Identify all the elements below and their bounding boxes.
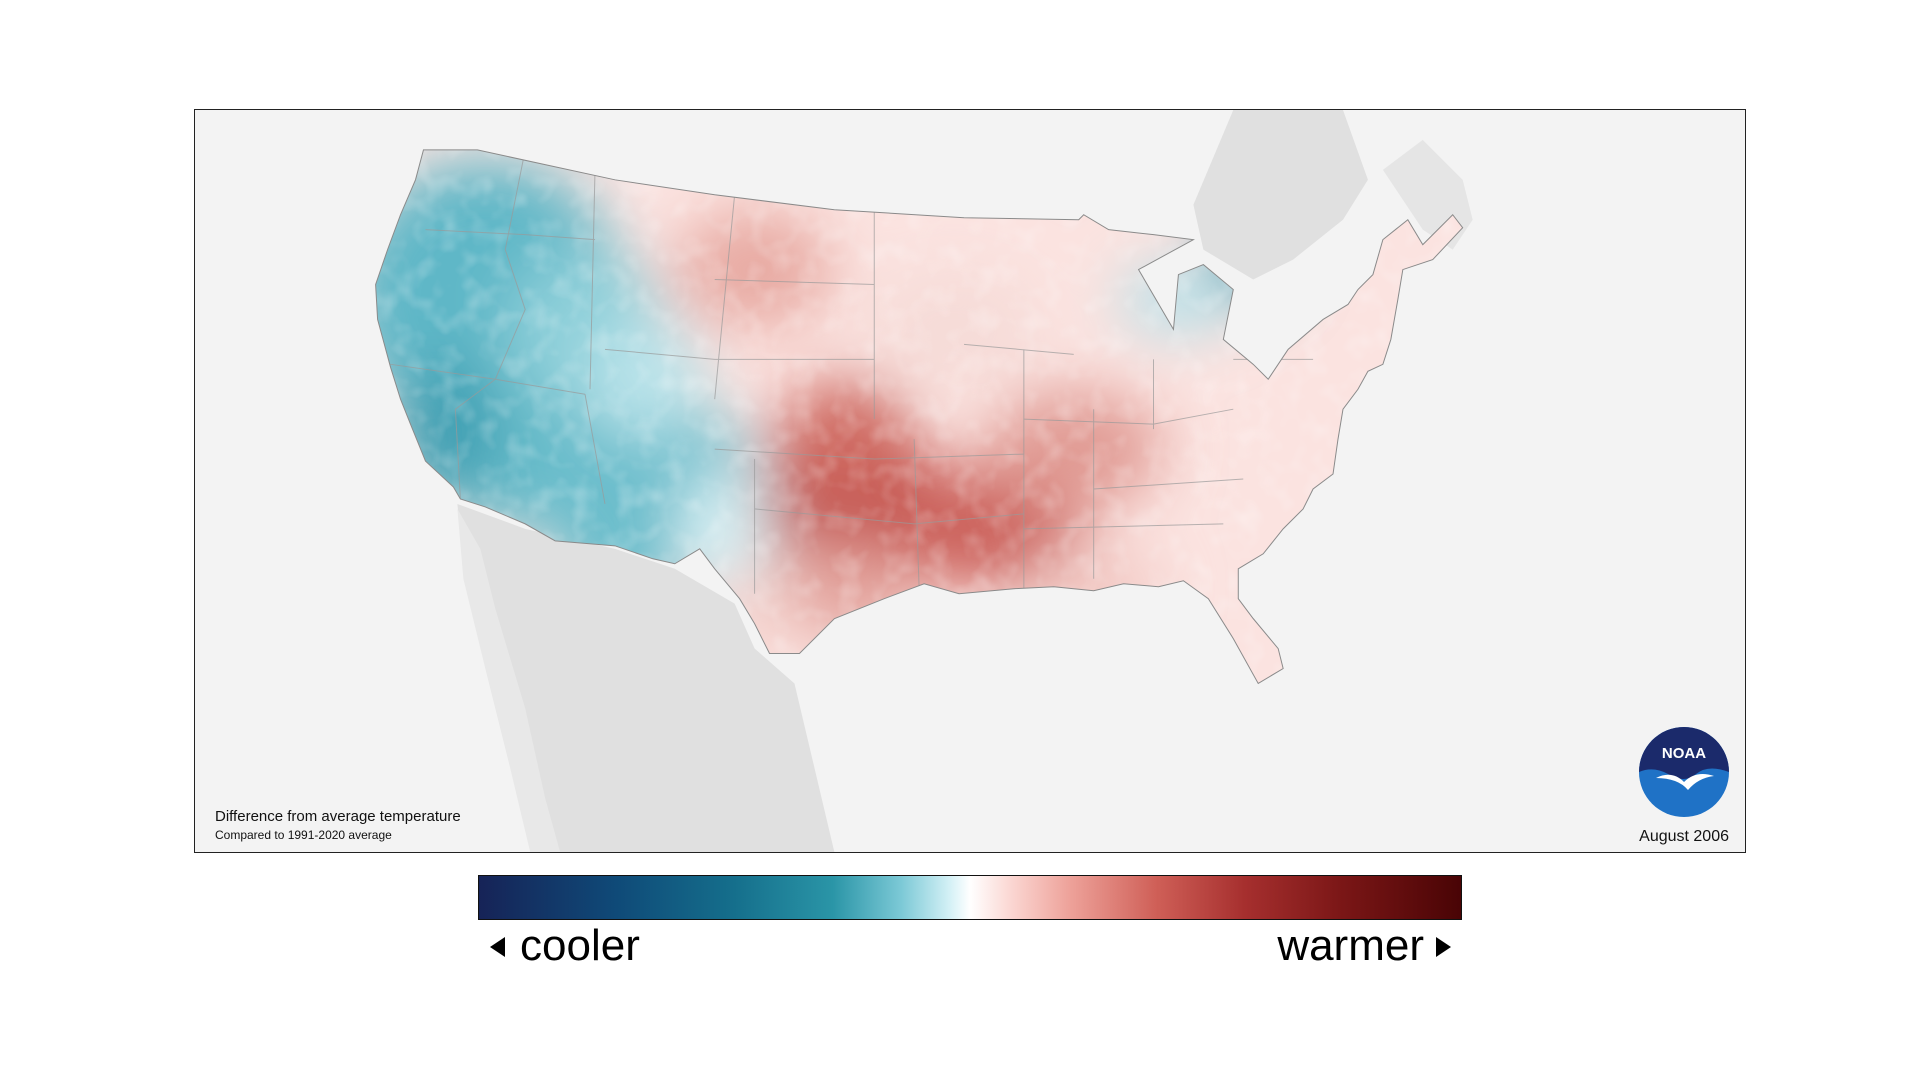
mexico-landmass — [457, 503, 835, 852]
baja-peninsula — [457, 508, 561, 852]
warmer-label: warmer — [1277, 921, 1424, 970]
map-frame: Difference from average temperature Comp… — [194, 109, 1746, 853]
temperature-anomaly-map — [196, 110, 1744, 852]
caption-subtitle: Compared to 1991-2020 average — [215, 828, 392, 842]
cooler-label: cooler — [520, 921, 640, 970]
right-arrow-icon — [1436, 937, 1451, 957]
noaa-logo-text: NOAA — [1662, 745, 1706, 762]
date-label: August 2006 — [1639, 828, 1729, 845]
caption-title: Difference from average temperature — [215, 808, 461, 825]
noaa-logo: NOAA — [1639, 727, 1729, 817]
left-arrow-icon — [490, 937, 505, 957]
canada-landmass — [400, 110, 1368, 280]
color-scale-bar — [478, 875, 1462, 920]
